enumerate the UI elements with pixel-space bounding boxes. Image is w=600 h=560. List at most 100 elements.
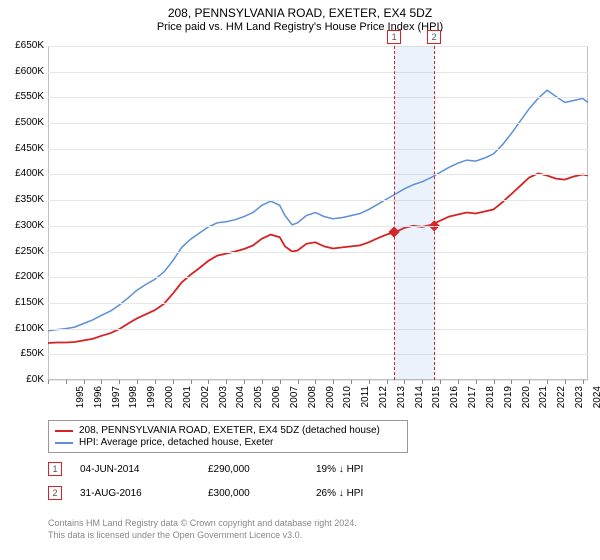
y-tick-label: £650K — [4, 40, 44, 51]
y-tick-label: £550K — [4, 91, 44, 102]
x-tick-label: 2006 — [271, 386, 282, 416]
x-tick — [244, 380, 245, 384]
x-tick — [387, 380, 388, 384]
attribution: Contains HM Land Registry data © Crown c… — [48, 518, 357, 541]
sale-vline — [394, 46, 395, 380]
y-tick-label: £350K — [4, 194, 44, 205]
x-tick — [404, 380, 405, 384]
x-tick-label: 2005 — [253, 386, 264, 416]
y-gridline — [48, 97, 588, 98]
chart-subtitle: Price paid vs. HM Land Registry's House … — [0, 21, 600, 39]
x-tick — [280, 380, 281, 384]
y-gridline — [48, 46, 588, 47]
y-gridline — [48, 380, 588, 381]
x-tick — [458, 380, 459, 384]
legend-swatch — [55, 430, 73, 432]
y-tick-label: £450K — [4, 143, 44, 154]
x-tick — [84, 380, 85, 384]
legend-swatch — [55, 442, 73, 444]
x-tick — [119, 380, 120, 384]
x-tick — [298, 380, 299, 384]
x-tick — [262, 380, 263, 384]
x-tick-label: 2017 — [467, 386, 478, 416]
y-tick-label: £0K — [4, 374, 44, 385]
x-tick-label: 2013 — [396, 386, 407, 416]
x-tick — [494, 380, 495, 384]
sale-flag: 2 — [427, 30, 441, 44]
x-tick — [226, 380, 227, 384]
sale-vline — [434, 46, 435, 380]
series-line — [48, 173, 588, 343]
y-tick-label: £100K — [4, 323, 44, 334]
sale-row: 2 31-AUG-2016 £300,000 26% ↓ HPI — [48, 486, 363, 500]
x-tick — [333, 380, 334, 384]
y-gridline — [48, 252, 588, 253]
x-tick — [351, 380, 352, 384]
x-tick — [48, 380, 49, 384]
sale-date: 04-JUN-2014 — [80, 464, 190, 475]
x-tick-label: 2001 — [182, 386, 193, 416]
x-tick-label: 1996 — [93, 386, 104, 416]
y-tick-label: £50K — [4, 348, 44, 359]
x-tick-label: 2018 — [485, 386, 496, 416]
x-tick — [547, 380, 548, 384]
x-tick — [422, 380, 423, 384]
x-tick — [511, 380, 512, 384]
attribution-line-1: Contains HM Land Registry data © Crown c… — [48, 518, 357, 530]
y-gridline — [48, 226, 588, 227]
x-tick — [66, 380, 67, 384]
x-tick-label: 2022 — [556, 386, 567, 416]
x-tick-label: 2016 — [449, 386, 460, 416]
x-tick — [173, 380, 174, 384]
y-gridline — [48, 303, 588, 304]
x-tick-label: 1995 — [75, 386, 86, 416]
y-gridline — [48, 123, 588, 124]
x-tick-label: 2009 — [325, 386, 336, 416]
x-tick — [155, 380, 156, 384]
x-tick-label: 2019 — [503, 386, 514, 416]
y-gridline — [48, 174, 588, 175]
series-line — [48, 90, 588, 331]
y-gridline — [48, 149, 588, 150]
y-gridline — [48, 354, 588, 355]
y-tick-label: £400K — [4, 168, 44, 179]
sale-date: 31-AUG-2016 — [80, 488, 190, 499]
x-tick — [583, 380, 584, 384]
x-tick-label: 1999 — [146, 386, 157, 416]
x-tick-label: 2024 — [592, 386, 600, 416]
y-gridline — [48, 200, 588, 201]
sale-row-marker: 2 — [48, 486, 62, 500]
x-tick-label: 2010 — [342, 386, 353, 416]
x-tick-label: 2007 — [289, 386, 300, 416]
x-tick — [208, 380, 209, 384]
x-tick-label: 2002 — [200, 386, 211, 416]
x-tick-label: 2020 — [521, 386, 532, 416]
legend-label: HPI: Average price, detached house, Exet… — [79, 437, 273, 448]
legend: 208, PENNSYLVANIA ROAD, EXETER, EX4 5DZ … — [48, 420, 408, 453]
sale-price: £300,000 — [208, 488, 298, 499]
x-tick-label: 2003 — [218, 386, 229, 416]
sale-flag: 1 — [387, 30, 401, 44]
y-gridline — [48, 277, 588, 278]
x-tick-label: 1997 — [111, 386, 122, 416]
sale-price: £290,000 — [208, 464, 298, 475]
sale-delta: 26% ↓ HPI — [316, 488, 363, 499]
legend-row: 208, PENNSYLVANIA ROAD, EXETER, EX4 5DZ … — [55, 425, 401, 436]
x-tick-label: 2014 — [414, 386, 425, 416]
x-tick-label: 2015 — [431, 386, 442, 416]
x-tick-label: 2021 — [538, 386, 549, 416]
x-tick — [565, 380, 566, 384]
attribution-line-2: This data is licensed under the Open Gov… — [48, 530, 357, 542]
x-tick — [476, 380, 477, 384]
x-tick — [191, 380, 192, 384]
y-tick-label: £200K — [4, 271, 44, 282]
y-tick-label: £300K — [4, 220, 44, 231]
x-tick — [315, 380, 316, 384]
legend-label: 208, PENNSYLVANIA ROAD, EXETER, EX4 5DZ … — [79, 425, 380, 436]
series-lines — [48, 46, 588, 380]
x-tick — [529, 380, 530, 384]
y-tick-label: £600K — [4, 66, 44, 77]
sale-row-marker: 1 — [48, 462, 62, 476]
x-tick-label: 2008 — [307, 386, 318, 416]
sale-delta: 19% ↓ HPI — [316, 464, 363, 475]
